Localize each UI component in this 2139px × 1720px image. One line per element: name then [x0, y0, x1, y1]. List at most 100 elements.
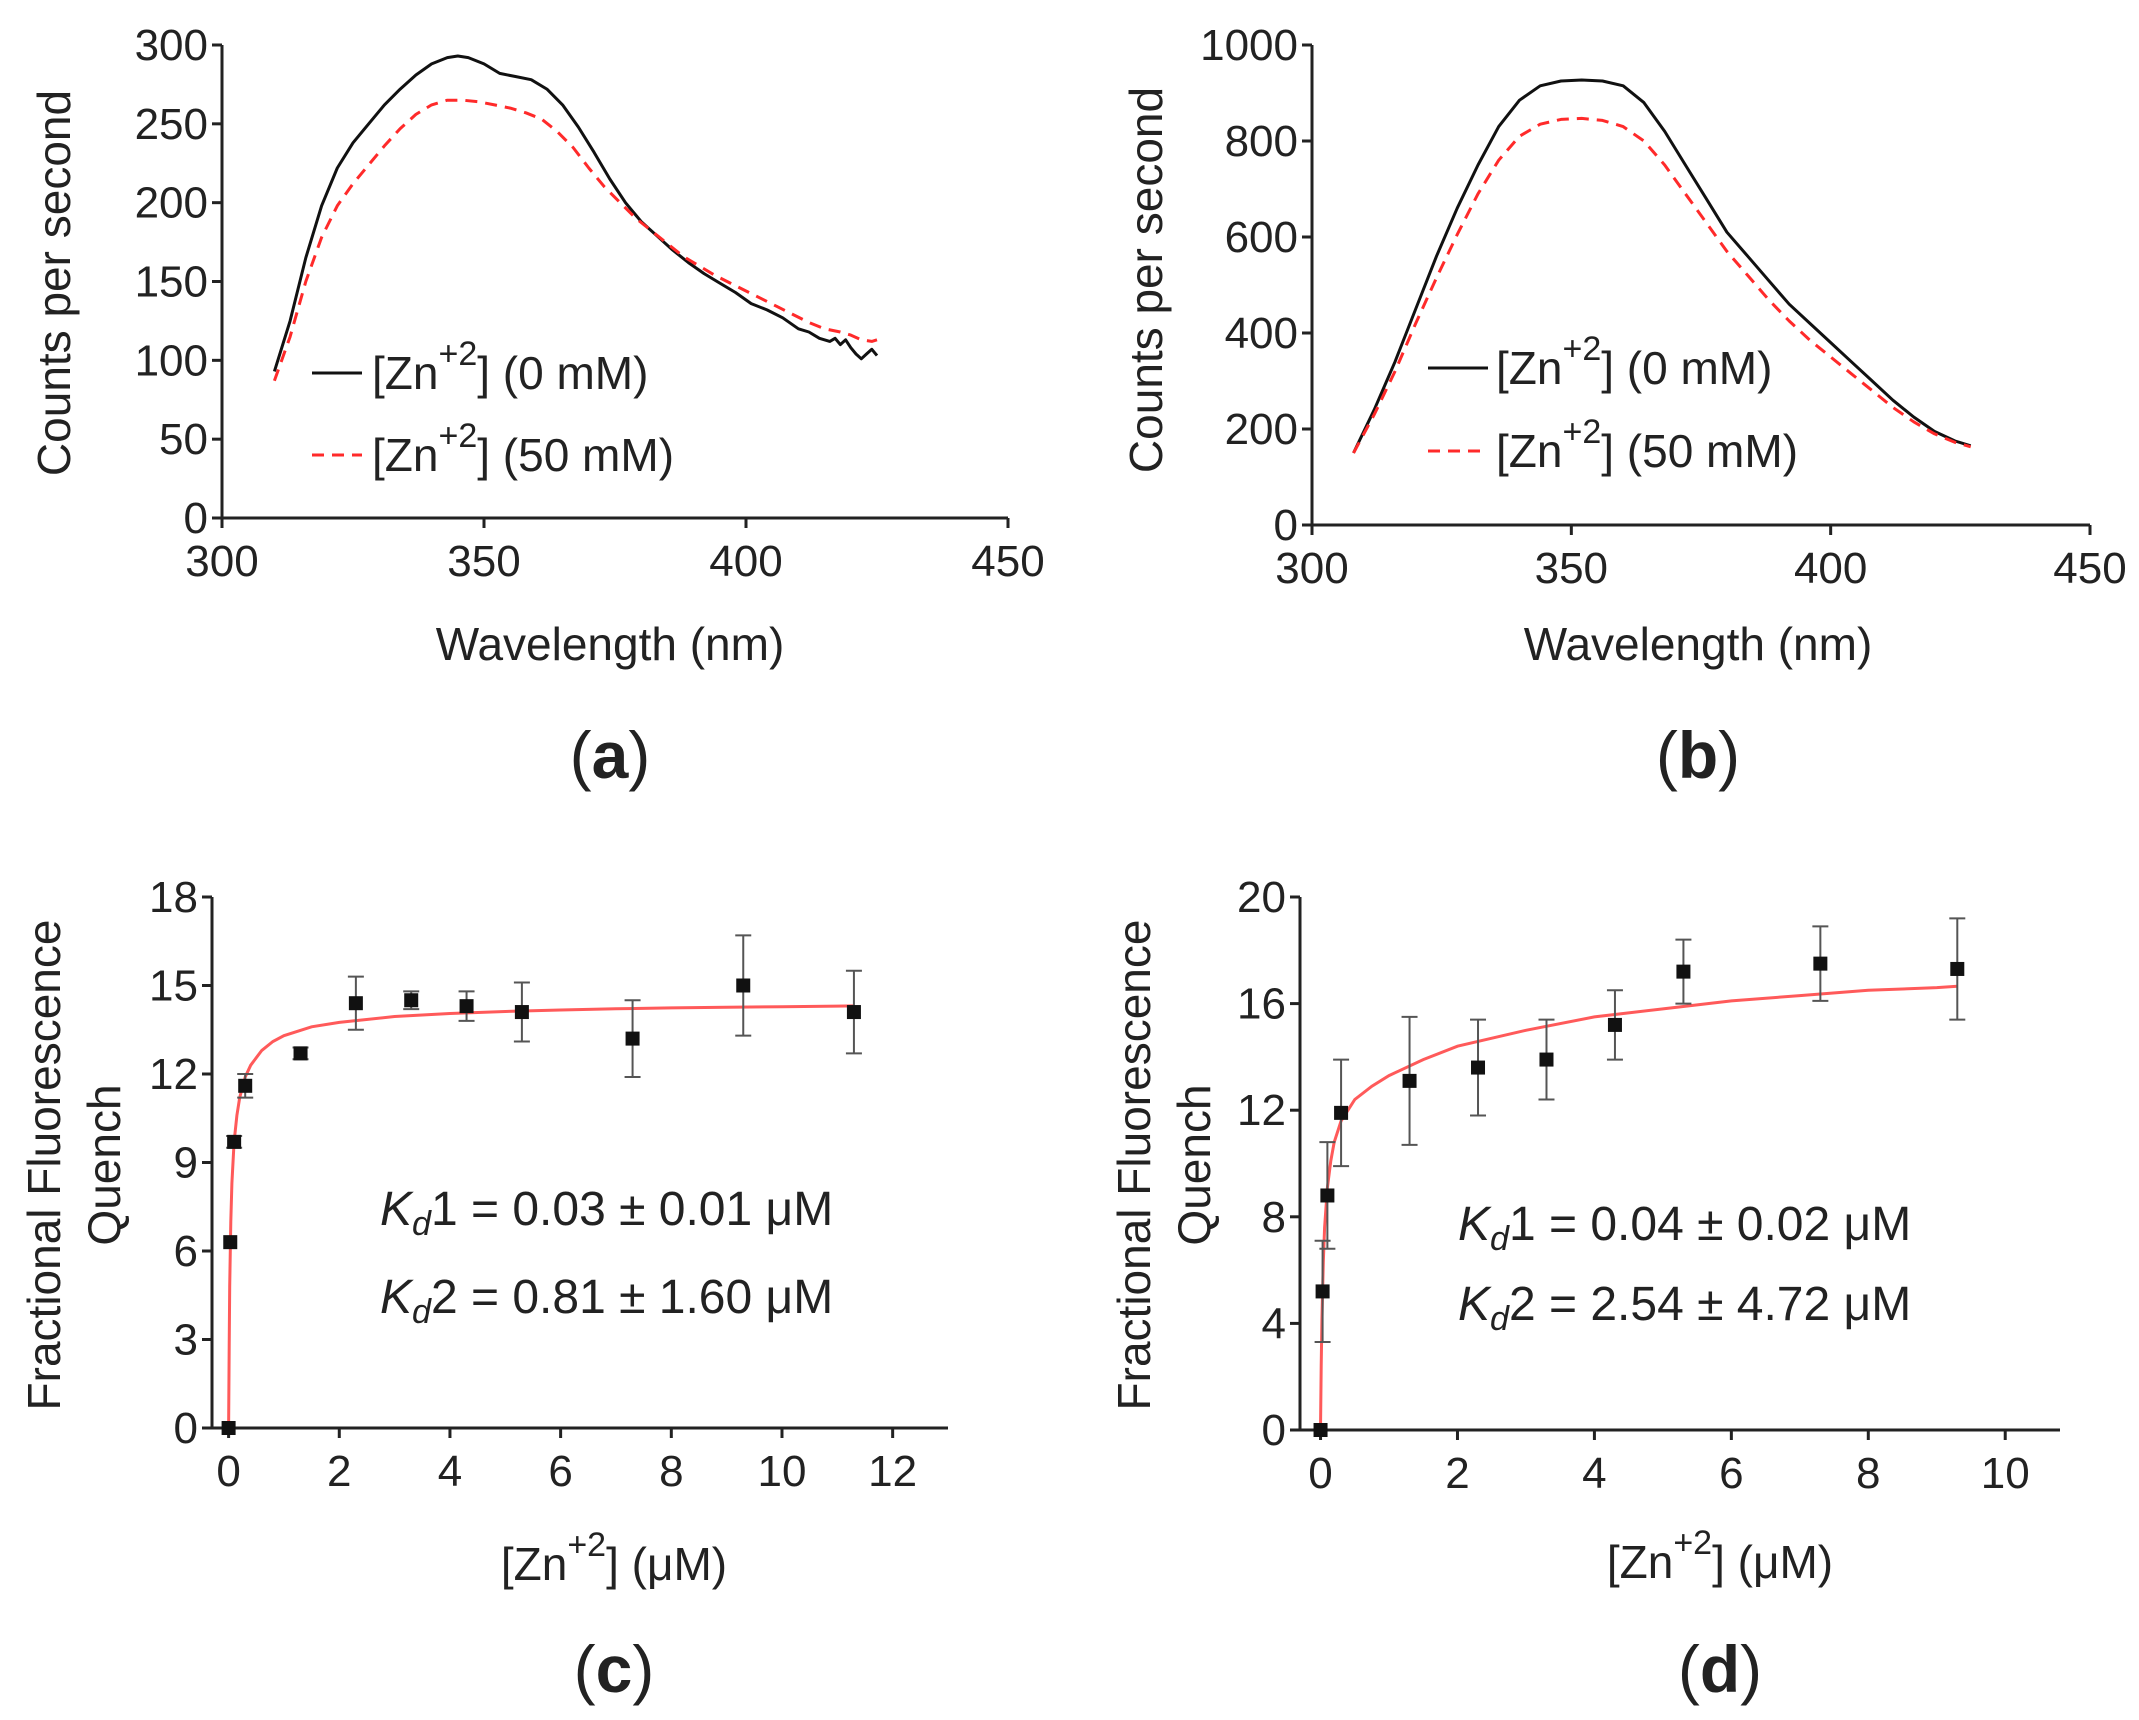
chart-c-ytick-label-3: 9 [174, 1139, 198, 1188]
legend-a-label-0: [Zn+2] (0 mM) [372, 335, 648, 399]
chart-b-xtick-label-2: 400 [1794, 544, 1867, 593]
chart-d-point-2 [1320, 1188, 1335, 1203]
chart-d-xtick-label-4: 8 [1856, 1449, 1880, 1498]
chart-b-ytick-label-2: 400 [1225, 309, 1298, 358]
chart-a-ytick-label-5: 250 [135, 100, 208, 149]
chart-a-xtick-label-1: 350 [447, 537, 520, 586]
chart-d-point-5 [1471, 1060, 1486, 1075]
kd1-annotation-d: Kd1 = 0.04 ± 0.02 μM [1458, 1198, 1911, 1258]
chart-c-point-6 [404, 993, 419, 1008]
chart-b-xtick-label-1: 350 [1535, 544, 1608, 593]
chart-c-xtick-label-2: 4 [438, 1447, 462, 1496]
chart-c-xtick-label-3: 6 [548, 1447, 572, 1496]
chart-d-ytick-label-0: 0 [1262, 1406, 1286, 1455]
chart-b-series-line-1 [1352, 116, 1972, 454]
chart-a-ytick-label-3: 150 [135, 258, 208, 307]
ylabel2-d: Quench [1168, 1084, 1220, 1245]
chart-c-point-10 [736, 978, 751, 993]
chart-d-xtick-label-5: 10 [1981, 1449, 2030, 1498]
kd2-annotation-d: Kd2 = 2.54 ± 4.72 μM [1458, 1278, 1911, 1338]
chart-d-point-7 [1607, 1017, 1622, 1032]
chart-b-ytick-label-0: 0 [1274, 501, 1298, 550]
chart-d-point-0 [1313, 1423, 1328, 1437]
chart-c-point-3 [238, 1078, 253, 1093]
chart-b-ytick-label-4: 800 [1225, 117, 1298, 166]
chart-c-fit-curve [227, 1004, 854, 1429]
chart-b-series-line-0 [1352, 78, 1972, 454]
chart-d-point-6 [1539, 1052, 1554, 1067]
chart-c-ytick-label-1: 3 [174, 1316, 198, 1365]
chart-c-ytick-label-4: 12 [149, 1050, 198, 1099]
legend-b: [Zn+2] (0 mM) [Zn+2] (50 mM) [1428, 330, 1798, 477]
chart-d-ytick-label-3: 12 [1237, 1086, 1286, 1135]
chart-c-ytick-label-5: 15 [149, 962, 198, 1011]
panel-label-d: (d) [1678, 1632, 1762, 1706]
chart-a-xtick-label-0: 300 [185, 537, 258, 586]
chart-c-ytick-label-0: 0 [174, 1404, 198, 1453]
chart-c-xtick-label-6: 12 [868, 1447, 917, 1496]
chart-a-ytick-label-1: 50 [159, 415, 208, 464]
chart-a-xtick-label-3: 450 [971, 537, 1044, 586]
panel-d: 0 4 8 12 16 20 0 2 4 6 8 10 Kd1 = 0.04 ± 0.02 μM Kd… [1108, 873, 2060, 1706]
chart-b-ytick-label-1: 200 [1225, 405, 1298, 454]
legend-b-label-0: [Zn+2] (0 mM) [1496, 330, 1772, 394]
chart-a-ytick-label-4: 200 [135, 179, 208, 228]
chart-c-point-1 [223, 1235, 238, 1250]
chart-d-fit-curve [1319, 984, 1958, 1431]
legend-b-label-1: [Zn+2] (50 mM) [1496, 413, 1798, 477]
chart-c-point-7 [459, 999, 474, 1014]
legend-a: [Zn+2] (0 mM) [Zn+2] (50 mM) [312, 335, 674, 481]
kd1-annotation-c: Kd1 = 0.03 ± 0.01 μM [380, 1183, 833, 1243]
ylabel-b: Counts per second [1120, 87, 1172, 473]
chart-c-point-4 [293, 1046, 308, 1061]
chart-c-point-8 [514, 1005, 529, 1020]
chart-b-ytick-label-5: 1000 [1200, 21, 1298, 70]
chart-c-point-0 [221, 1421, 236, 1435]
chart-c-point-5 [348, 996, 363, 1011]
chart-c-xtick-label-4: 8 [659, 1447, 683, 1496]
chart-a-series-line-0 [272, 54, 879, 372]
chart-a-series-line-1 [272, 98, 878, 382]
chart-d-point-8 [1676, 964, 1691, 979]
ylabel2-c: Quench [78, 1084, 130, 1245]
chart-d-xtick-label-0: 0 [1308, 1449, 1332, 1498]
chart-d-xtick-label-1: 2 [1445, 1449, 1469, 1498]
kd2-annotation-c: Kd2 = 0.81 ± 1.60 μM [380, 1271, 833, 1331]
chart-c-xtick-label-5: 10 [758, 1447, 807, 1496]
panel-label-c: (c) [574, 1632, 655, 1706]
chart-d-ytick-label-5: 20 [1237, 873, 1286, 922]
chart-d-point-10 [1950, 961, 1965, 976]
panel-label-a: (a) [570, 718, 651, 792]
chart-c-point-2 [227, 1134, 242, 1149]
chart-b-xtick-label-0: 300 [1275, 544, 1348, 593]
ylabel-d: Fractional Fluorescence [1108, 920, 1160, 1411]
xlabel-a: Wavelength (nm) [436, 618, 785, 670]
chart-c-point-11 [846, 1005, 861, 1020]
panel-label-b: (b) [1656, 718, 1740, 792]
xlabel-b: Wavelength (nm) [1524, 618, 1873, 670]
chart-d-xtick-label-3: 6 [1719, 1449, 1743, 1498]
xlabel-d: [Zn+2] (μM) [1607, 1524, 1833, 1588]
chart-b-ytick-label-3: 600 [1225, 213, 1298, 262]
chart-d-ytick-label-4: 16 [1237, 980, 1286, 1029]
chart-b-xtick-label-3: 450 [2053, 544, 2126, 593]
ylabel-a: Counts per second [28, 90, 80, 476]
chart-a-ytick-label-2: 100 [135, 336, 208, 385]
chart-d-point-3 [1334, 1105, 1349, 1120]
panel-a: 0 50 100 150 200 250 300 300 350 400 450 [Zn+2] (0… [28, 21, 1045, 792]
chart-c-ytick-label-2: 6 [174, 1227, 198, 1276]
chart-a-xtick-label-2: 400 [709, 537, 782, 586]
xlabel-c: [Zn+2] (μM) [501, 1526, 727, 1590]
panel-c: 0 3 6 9 12 15 18 0 2 4 6 8 10 12 Kd1 = 0.03 ± 0.01 μM… [18, 873, 948, 1706]
chart-d-point-9 [1813, 956, 1828, 971]
chart-c-point-9 [625, 1031, 640, 1046]
chart-c-xtick-label-0: 0 [216, 1447, 240, 1496]
chart-d-point-1 [1315, 1284, 1330, 1299]
chart-a-ytick-label-0: 0 [184, 494, 208, 543]
chart-d-ytick-label-1: 4 [1262, 1299, 1286, 1348]
chart-d-ytick-label-2: 8 [1262, 1193, 1286, 1242]
chart-c-ytick-label-6: 18 [149, 873, 198, 922]
legend-a-label-1: [Zn+2] (50 mM) [372, 417, 674, 481]
panel-b: 0 200 400 600 800 1000 300 350 400 450 [Zn+2] (0 … [1120, 21, 2127, 792]
